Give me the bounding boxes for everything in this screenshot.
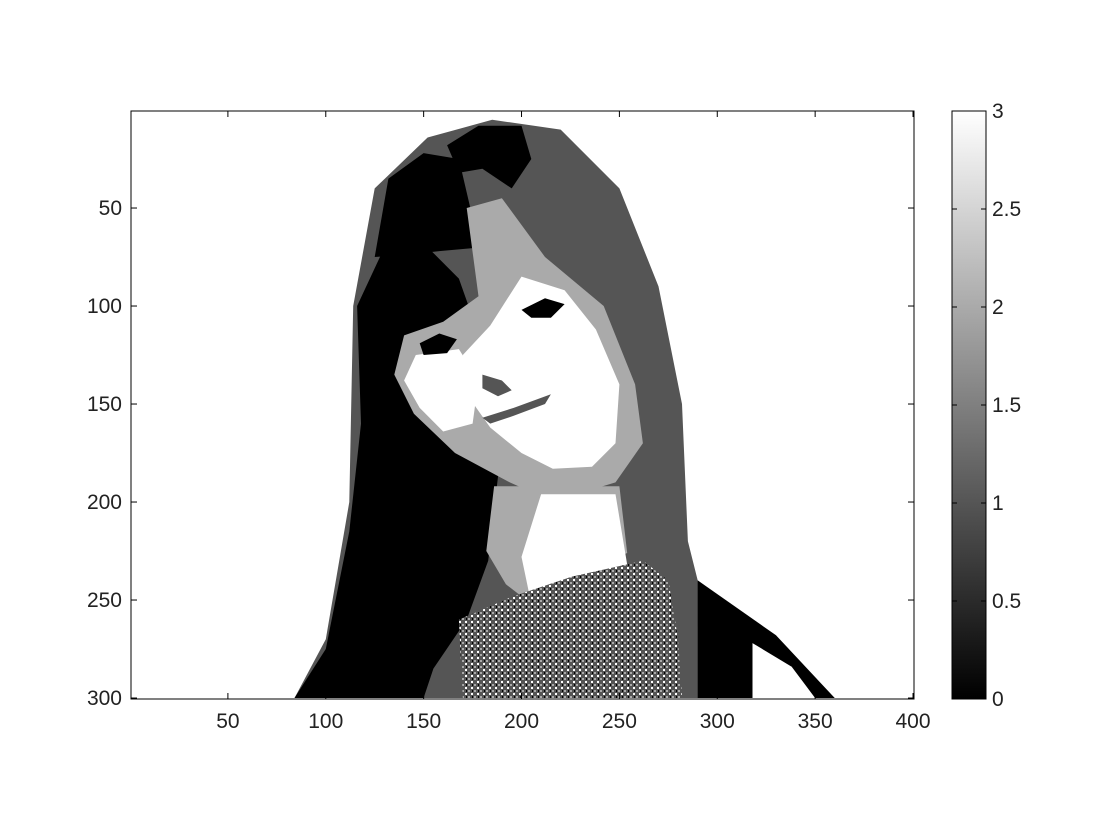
y-tick-label: 100 <box>87 295 122 318</box>
x-tick-label: 250 <box>602 710 637 733</box>
y-tick-label: 300 <box>87 687 122 710</box>
x-tick-label: 200 <box>504 710 539 733</box>
region-shoulder-right-light <box>752 643 816 698</box>
region-nose <box>482 374 512 397</box>
region-shoulder-right <box>697 580 835 698</box>
x-axis-ticks: 50 100 150 200 250 300 350 400 <box>216 111 931 733</box>
region-crown-dark <box>447 125 532 189</box>
axes-box <box>130 110 915 700</box>
x-tick-label: 100 <box>308 710 343 733</box>
region-left-eye <box>419 333 457 355</box>
x-tick-label: 300 <box>700 710 735 733</box>
y-tick-label: 150 <box>87 393 122 416</box>
region-mouth <box>482 394 551 424</box>
region-cheek-highlight <box>404 349 479 432</box>
x-tick-label: 150 <box>406 710 441 733</box>
colorbar-tick-label: 1.5 <box>992 394 1021 417</box>
colorbar-tick-label: 2 <box>992 296 1004 319</box>
region-right-eye <box>521 298 565 318</box>
colorbar: 0 0.5 1 1.5 2 2.5 3 <box>951 100 1021 711</box>
axes: 50 100 150 200 250 300 350 400 50 100 150 200 250 30… <box>87 110 931 733</box>
x-tick-label: 350 <box>798 710 833 733</box>
x-tick-label: 50 <box>216 710 239 733</box>
y-tick-label: 250 <box>87 589 122 612</box>
region-neck-light <box>521 494 628 604</box>
colorbar-ticks: 0 0.5 1 1.5 2 2.5 3 <box>952 100 1021 711</box>
region-bangs-dark <box>374 153 483 257</box>
image-regions <box>294 119 835 699</box>
colorbar-tick-label: 3 <box>992 100 1004 123</box>
colorbar-tick-label: 1 <box>992 492 1004 515</box>
colorbar-tick-label: 0.5 <box>992 590 1021 613</box>
y-tick-label: 50 <box>99 197 122 220</box>
y-tick-label: 200 <box>87 491 122 514</box>
region-collar-texture <box>458 560 682 698</box>
y-axis-ticks: 50 100 150 200 250 300 <box>87 197 914 710</box>
colorbar-tick-label: 2.5 <box>992 198 1021 221</box>
colorbar-tick-label: 0 <box>992 688 1004 711</box>
region-face-highlight <box>462 276 620 469</box>
x-tick-label: 400 <box>895 710 930 733</box>
colorbar-gradient <box>951 110 987 700</box>
image-area <box>131 111 914 699</box>
